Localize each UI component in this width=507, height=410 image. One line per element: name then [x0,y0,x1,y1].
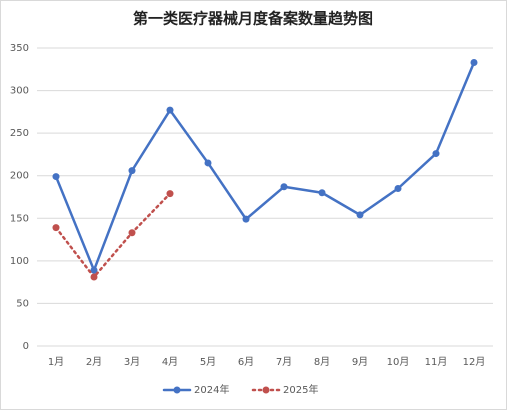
x-tick-label: 2月 [86,356,102,368]
x-tick-label: 8月 [314,356,330,368]
point [166,190,174,198]
point [52,224,60,232]
point [52,173,60,181]
x-tick-label: 10月 [387,356,410,368]
point [90,273,98,281]
point [432,150,440,158]
point [128,167,136,175]
x-tick-label: 5月 [200,356,216,368]
x-tick-label: 11月 [425,356,448,368]
point [356,211,364,219]
x-tick-label: 6月 [238,356,254,368]
x-tick-label: 7月 [276,356,292,368]
y-tick-label: 250 [10,128,29,139]
point [394,184,402,192]
series-line [54,61,476,272]
point [280,183,288,191]
y-tick-label: 100 [10,256,29,267]
point [166,106,174,114]
point [470,58,478,66]
x-tick-label: 9月 [352,356,368,368]
x-tick-label: 12月 [463,356,486,368]
point [90,266,98,274]
y-tick-label: 150 [10,213,29,224]
y-tick-label: 50 [16,298,29,309]
legend-label: 2025年 [283,383,318,396]
x-tick-label: 3月 [124,356,140,368]
x-tick-label: 1月 [48,356,64,368]
legend-marker [173,386,181,394]
y-tick-label: 200 [10,171,29,182]
point [318,189,326,197]
point [128,229,136,237]
y-tick-label: 0 [23,341,29,352]
legend-marker [262,386,270,394]
chart-title: 第一类医疗器械月度备案数量趋势图 [133,10,373,28]
legend-label: 2024年 [194,383,229,396]
x-tick-label: 4月 [162,356,178,368]
point [242,215,250,223]
series-line [54,192,172,279]
y-tick-label: 300 [10,86,29,97]
point [204,159,212,167]
y-tick-label: 350 [10,43,29,54]
